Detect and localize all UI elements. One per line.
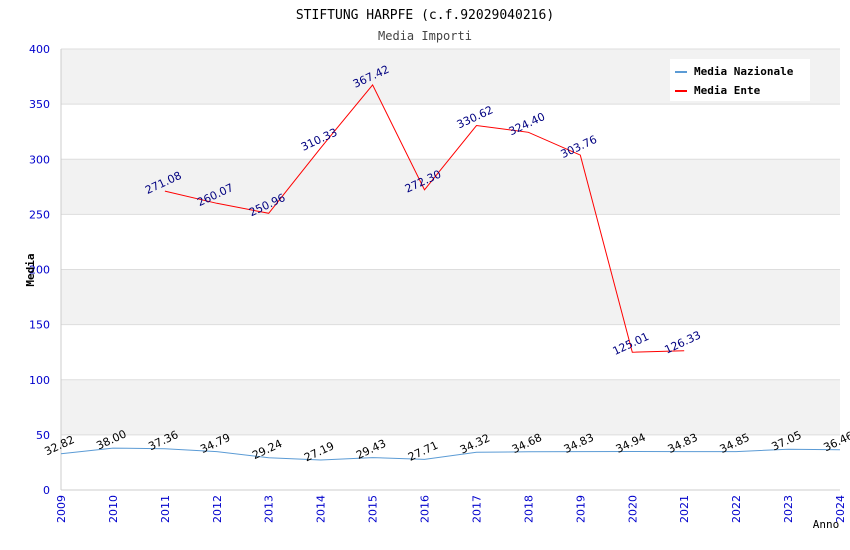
x-axis-label: Anno: [813, 518, 840, 531]
x-tick-label-2011: 2011: [159, 495, 172, 523]
plot-band: [61, 104, 840, 160]
x-tick-label-2015: 2015: [367, 495, 380, 523]
x-tick-label-2013: 2013: [263, 495, 276, 523]
legend: Media Nazionale Media Ente: [670, 59, 810, 101]
y-tick-label: 400: [29, 43, 50, 56]
y-axis-label: Media: [24, 253, 37, 286]
plot-band: [61, 159, 840, 215]
chart-subtitle: Media Importi: [378, 29, 472, 43]
x-tick-label-2010: 2010: [107, 495, 120, 523]
y-tick-label: 50: [36, 429, 50, 442]
legend-box: [670, 59, 810, 101]
axes: [60, 49, 840, 491]
series-group: [60, 83, 841, 461]
plot-band: [61, 324, 840, 380]
y-tick-labels: 0 50 100 150 200 250 300 350 400: [29, 43, 50, 497]
y-tick-label: 200: [29, 264, 50, 277]
x-tick-label-2019: 2019: [574, 495, 587, 523]
chart-title: STIFTUNG HARPFE (c.f.92029040216): [296, 8, 554, 23]
plot-band: [61, 269, 840, 325]
series-line-media-nazionale: [60, 447, 841, 461]
y-tick-label: 100: [29, 374, 50, 387]
plot-bands: [61, 49, 840, 490]
plot-band: [61, 434, 840, 490]
y-tick-label: 350: [29, 98, 50, 111]
legend-label-media-nazionale: Media Nazionale: [694, 65, 794, 78]
plot-band: [61, 379, 840, 435]
x-tick-label-2017: 2017: [470, 495, 483, 523]
x-tick-label-2020: 2020: [626, 495, 639, 523]
x-tick-label-2022: 2022: [730, 495, 743, 523]
x-tick-label-2009: 2009: [55, 495, 68, 523]
x-tick-label-2014: 2014: [315, 495, 328, 523]
x-tick-labels: 2009 2010 2011 2012 2013 2014 2015 2016 2017 2018…: [55, 495, 847, 523]
x-tick-label-2016: 2016: [419, 495, 432, 523]
x-tick-label-2023: 2023: [782, 495, 795, 523]
y-tick-label: 0: [43, 484, 50, 497]
y-tick-label: 250: [29, 208, 50, 221]
plot-band: [61, 214, 840, 270]
y-tick-label: 150: [29, 319, 50, 332]
y-tick-label: 300: [29, 153, 50, 166]
x-tick-label-2018: 2018: [522, 495, 535, 523]
x-tick-label-2021: 2021: [678, 495, 691, 523]
series-line-media-ente: [164, 83, 685, 353]
legend-label-media-ente: Media Ente: [694, 84, 761, 97]
x-tick-label-2012: 2012: [211, 495, 224, 523]
x-tick-label-2024: 2024: [834, 495, 847, 523]
